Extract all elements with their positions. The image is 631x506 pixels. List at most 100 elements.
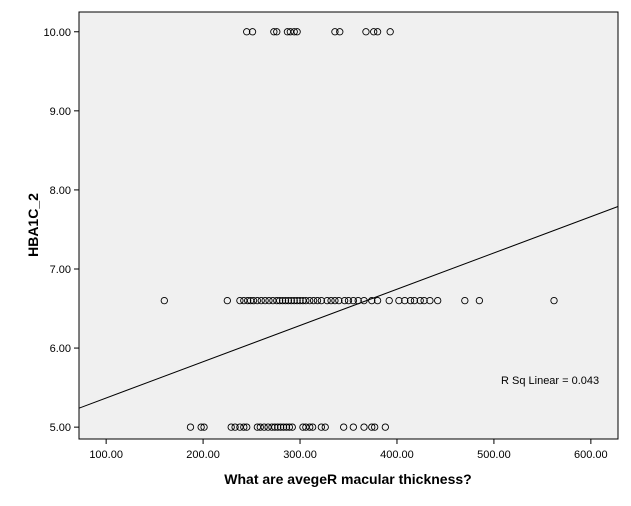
data-point xyxy=(279,423,288,431)
y-tick-label: 9.00 xyxy=(50,106,71,118)
data-point xyxy=(340,296,349,305)
y-tick-label: 6.00 xyxy=(50,343,71,355)
y-tick-label: 7.00 xyxy=(50,264,71,276)
data-point xyxy=(420,296,428,305)
data-point xyxy=(313,296,322,305)
data-point xyxy=(290,296,298,305)
data-point xyxy=(284,296,293,305)
data-point xyxy=(243,28,251,36)
data-point xyxy=(327,296,335,305)
data-point xyxy=(434,296,442,305)
data-point xyxy=(285,423,294,431)
data-point xyxy=(368,423,376,431)
y-tick-label: 5.00 xyxy=(50,422,71,434)
x-axis: 100.00 200.00 300.00 400.00 500.00 600.00 xyxy=(89,439,608,461)
data-point xyxy=(200,423,208,431)
data-point xyxy=(349,296,357,305)
data-point xyxy=(249,296,258,305)
data-point xyxy=(323,296,331,305)
data-point xyxy=(276,423,285,431)
data-point xyxy=(253,296,262,305)
data-point xyxy=(256,423,264,431)
y-tick-label: 8.00 xyxy=(50,185,71,197)
data-point xyxy=(309,296,318,305)
data-point xyxy=(371,423,379,431)
data-point xyxy=(360,423,368,431)
data-point xyxy=(308,423,317,431)
data-point xyxy=(296,296,304,305)
data-points xyxy=(160,28,558,431)
data-point xyxy=(281,296,290,305)
data-point xyxy=(160,296,168,305)
data-point xyxy=(268,423,276,431)
data-point xyxy=(271,423,279,431)
data-point xyxy=(227,423,235,431)
data-point xyxy=(373,296,382,305)
data-point xyxy=(416,296,424,305)
data-point xyxy=(370,28,378,36)
x-axis-title: What are avegeR macular thickness? xyxy=(224,471,471,487)
data-point xyxy=(261,296,269,305)
y-tick-label: 10.00 xyxy=(43,27,71,39)
data-point xyxy=(406,296,415,305)
data-point xyxy=(321,423,329,431)
data-point xyxy=(236,296,244,305)
data-point xyxy=(248,28,257,36)
data-point xyxy=(240,423,248,431)
data-point xyxy=(276,296,284,305)
data-point xyxy=(231,423,239,431)
data-point xyxy=(270,28,278,36)
data-point xyxy=(273,296,281,305)
data-point xyxy=(410,296,419,305)
data-point xyxy=(550,296,558,305)
data-point xyxy=(336,28,344,36)
data-point xyxy=(395,296,403,305)
data-point xyxy=(461,296,469,305)
data-point xyxy=(278,296,287,305)
x-tick-label: 400.00 xyxy=(380,449,414,461)
plot-area xyxy=(78,11,619,440)
data-point xyxy=(401,296,409,305)
data-point xyxy=(186,423,195,431)
x-tick-label: 200.00 xyxy=(186,449,220,461)
data-point xyxy=(260,423,268,431)
data-point xyxy=(385,296,393,305)
fit-line xyxy=(78,206,619,409)
data-point xyxy=(306,296,314,305)
data-point xyxy=(306,423,314,431)
data-point xyxy=(273,28,281,36)
data-point xyxy=(335,296,343,305)
data-point xyxy=(368,296,376,305)
data-point xyxy=(426,296,434,305)
data-point xyxy=(293,296,301,305)
data-point xyxy=(244,296,252,305)
data-point xyxy=(373,28,382,36)
data-point xyxy=(386,28,394,36)
data-point xyxy=(340,423,348,431)
data-point xyxy=(274,423,282,431)
x-tick-label: 300.00 xyxy=(283,449,317,461)
x-tick-label: 600.00 xyxy=(574,449,608,461)
x-tick-label: 100.00 xyxy=(89,449,123,461)
data-point xyxy=(287,296,295,305)
data-point xyxy=(317,423,326,431)
data-point xyxy=(197,423,205,431)
data-point xyxy=(475,296,484,305)
x-tick-label: 500.00 xyxy=(477,449,511,461)
data-point xyxy=(290,28,298,36)
data-point xyxy=(381,423,389,431)
data-point xyxy=(257,296,265,305)
data-point xyxy=(288,423,296,431)
data-point xyxy=(331,28,339,36)
data-point xyxy=(265,296,273,305)
r-squared-annotation: R Sq Linear = 0.043 xyxy=(501,375,599,387)
y-axis: 5.00 6.00 7.00 8.00 9.00 10.00 xyxy=(43,27,79,434)
data-point xyxy=(344,296,353,305)
data-point xyxy=(282,423,291,431)
data-point xyxy=(223,296,231,305)
data-point xyxy=(349,423,357,431)
data-point xyxy=(293,28,301,36)
data-point xyxy=(362,28,370,36)
data-point xyxy=(302,296,310,305)
